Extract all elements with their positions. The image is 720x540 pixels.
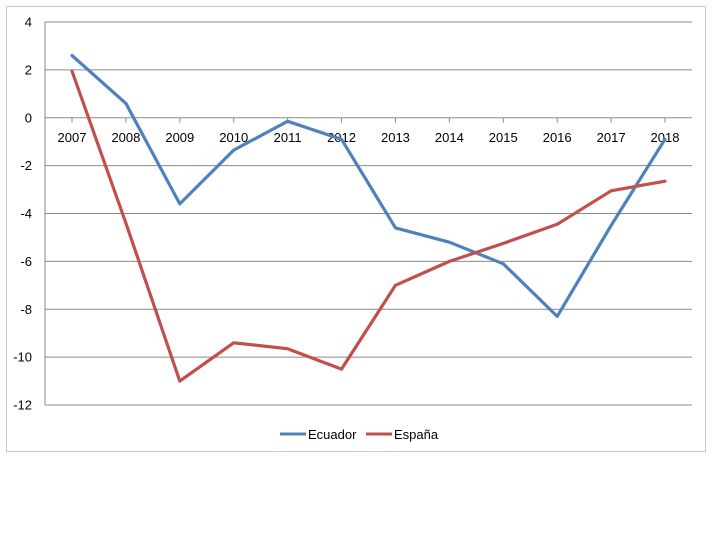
x-tick-label: 2016	[543, 130, 572, 145]
x-tick-label: 2013	[381, 130, 410, 145]
x-tick-label: 2007	[58, 130, 87, 145]
chart-frame	[6, 6, 706, 452]
y-tick-label: -6	[20, 254, 32, 269]
x-tick-label: 2009	[165, 130, 194, 145]
x-tick-label: 2015	[489, 130, 518, 145]
series-line-españa	[70, 69, 667, 383]
y-tick-label: -8	[20, 302, 32, 317]
y-tick-label: -4	[20, 206, 32, 221]
x-tick-label: 2012	[327, 130, 356, 145]
x-tick-label: 2018	[651, 130, 680, 145]
y-tick-label: 4	[25, 15, 32, 30]
y-tick-label: -10	[13, 350, 32, 365]
y-tick-label: -2	[20, 158, 32, 173]
legend-label: Ecuador	[308, 427, 357, 442]
y-tick-label: 0	[25, 110, 32, 125]
series-line-ecuador	[70, 53, 667, 318]
x-tick-label: 2010	[219, 130, 248, 145]
x-tick-label: 2008	[111, 130, 140, 145]
y-tick-label: 2	[25, 62, 32, 77]
x-tick-label: 2011	[274, 130, 302, 145]
x-tick-label: 2017	[597, 130, 626, 145]
x-tick-label: 2014	[435, 130, 464, 145]
legend-label: España	[394, 427, 439, 442]
y-tick-label: -12	[13, 398, 32, 413]
